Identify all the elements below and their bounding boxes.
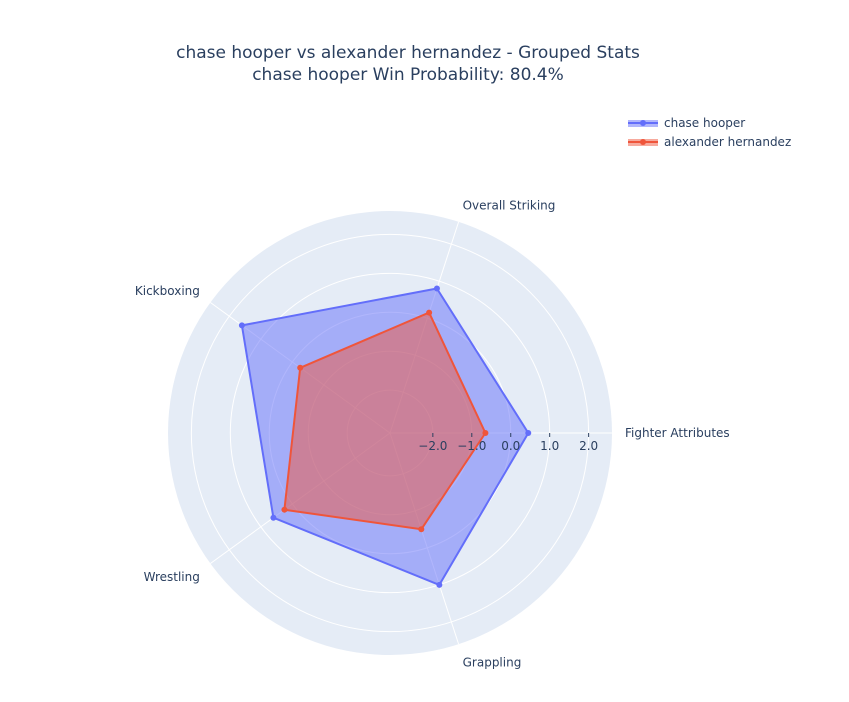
axis-label-kickboxing: Kickboxing	[135, 284, 200, 298]
axis-label-wrestling: Wrestling	[144, 570, 200, 584]
series-0-point-grappling[interactable]	[436, 581, 443, 588]
axis-label-fighter-attributes: Fighter Attributes	[625, 426, 730, 440]
axis-label-overall-striking: Overall Striking	[463, 199, 556, 213]
series-1-point-kickboxing[interactable]	[297, 364, 304, 371]
series-1-point-overall-striking[interactable]	[426, 309, 433, 316]
series-1-point-wrestling[interactable]	[281, 506, 288, 513]
legend-item-0[interactable]: chase hooper	[628, 116, 745, 130]
series-0-point-kickboxing[interactable]	[238, 322, 245, 329]
legend-marker	[640, 120, 646, 126]
series-1-point-grappling[interactable]	[418, 526, 425, 533]
radial-tick-label: 1.0	[540, 439, 559, 453]
series-1-point-fighter-attributes[interactable]	[482, 430, 489, 436]
series-0-point-overall-striking[interactable]	[433, 285, 440, 292]
legend-label: alexander hernandez	[664, 135, 791, 149]
series-area-1	[283, 311, 487, 531]
series-0-point-fighter-attributes[interactable]	[525, 430, 532, 436]
legend-marker	[640, 139, 646, 145]
series-0-point-wrestling[interactable]	[270, 514, 277, 521]
axis-label-grappling: Grappling	[463, 655, 522, 669]
chart-subtitle: chase hooper Win Probability: 80.4%	[252, 65, 564, 85]
legend-label: chase hooper	[664, 116, 745, 130]
radial-tick-label: 0.0	[501, 439, 520, 453]
chart-title: chase hooper vs alexander hernandez - Gr…	[176, 43, 640, 63]
radial-tick-label: −1.0	[457, 439, 486, 453]
radial-tick-label: −2.0	[418, 439, 447, 453]
radial-tick-label: 2.0	[579, 439, 598, 453]
legend-item-1[interactable]: alexander hernandez	[628, 135, 791, 149]
